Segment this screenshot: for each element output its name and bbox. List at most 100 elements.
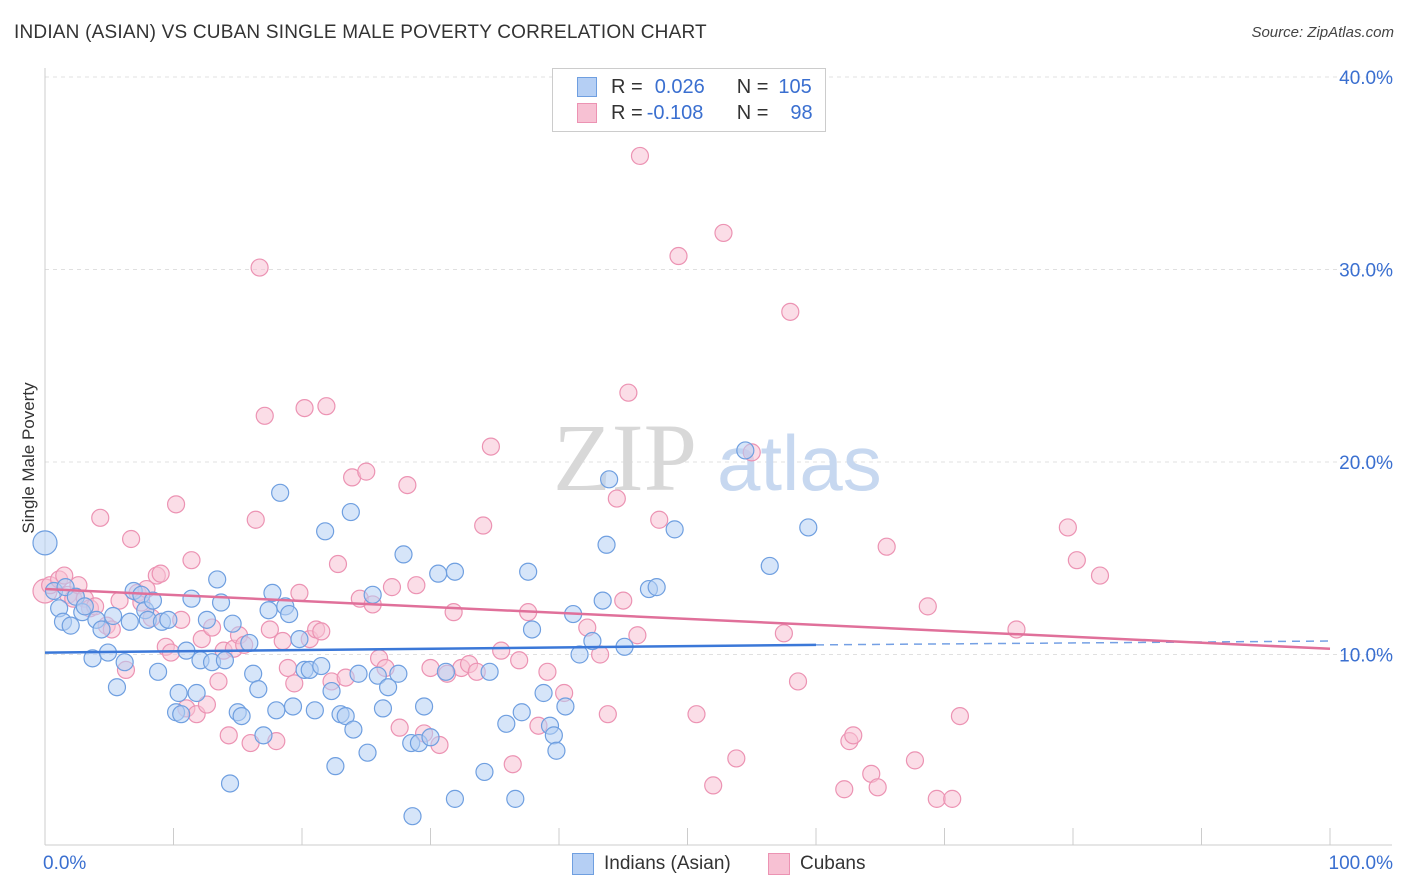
indian-point [799,518,818,537]
indians-points [32,441,818,826]
cuban-point [630,146,650,166]
cuban-point [1090,566,1110,585]
indian-point [556,697,575,716]
cuban-point [209,672,228,691]
indian-point [344,720,363,739]
indian-point [475,762,494,782]
indian-point [512,703,531,722]
indian-point [75,597,94,616]
indian-point [182,589,201,608]
indian-point [480,662,499,681]
cuban-point [250,258,269,277]
bottom-legend-label: Cubans [800,853,866,874]
gridlines [45,76,1392,655]
indian-point [280,604,299,624]
indian-point [341,502,360,522]
cuban-point [877,537,896,556]
indian-point [223,614,242,633]
cuban-point [669,246,688,266]
watermark: ZIP atlas [553,404,882,511]
cuban-point [421,658,440,678]
legend-n-value: 98 [790,101,813,124]
y-tick-label: 30.0% [1339,261,1393,282]
indian-point [215,651,234,670]
cuban-point [687,705,706,724]
bottom-legend-indians: Indians (Asian) [572,852,731,876]
indian-point [389,664,408,683]
indian-point [583,631,602,651]
indian-point [254,726,273,745]
cubans-trend-line [44,587,1331,650]
correlation-legend: R = 0.026 N = 105 R = -0.108 N = 98 [552,68,826,132]
indian-point [363,585,382,604]
indian-point [148,662,168,681]
indian-point [249,680,268,699]
cuban-point [444,603,463,622]
y-tick-label: 20.0% [1339,453,1393,474]
cuban-point [328,554,348,574]
indian-point [665,520,684,539]
cuban-point [317,397,336,416]
bottom-legend-cubans: Cubans [768,852,866,876]
x-tick-label: 0.0% [43,853,86,874]
indian-point [506,789,525,808]
indian-point [283,697,303,716]
indian-point [316,522,335,541]
cuban-point [598,705,617,724]
indian-point [104,606,123,626]
legend-swatch-pink [577,103,597,123]
indian-point [570,645,589,664]
y-tick-label: 10.0% [1339,646,1393,667]
cuban-point [619,383,638,402]
cuban-point [503,755,522,774]
indian-point [120,612,139,631]
cuban-point [273,631,292,651]
trend-lines [44,587,1331,654]
indian-point [187,683,206,703]
cuban-point [927,789,946,808]
cuban-point [844,726,863,745]
indian-point [267,701,286,720]
indian-point [263,583,282,603]
indian-point [172,705,191,724]
cuban-point [382,578,402,597]
indian-point [159,610,178,629]
indian-point [373,699,393,718]
legend-n-label: N = [736,101,769,124]
indian-point [445,562,465,581]
indian-point [760,556,779,576]
cuban-point [538,662,557,681]
cuban-point [285,674,304,693]
indians-trend-line [44,643,817,654]
indian-point [312,656,331,676]
cuban-point [727,749,746,768]
cuban-point [614,591,633,610]
cuban-point [290,583,309,603]
cuban-point [650,510,669,529]
indian-point [429,564,448,583]
indian-point [497,714,516,733]
cuban-point [295,399,314,418]
indian-point [271,483,290,502]
legend-n-label: N = [736,75,769,98]
cuban-point [219,726,238,745]
source-attribution: Source: ZipAtlas.com [1251,24,1394,41]
indian-point [600,470,619,489]
cuban-point [788,672,808,691]
axes [44,68,1392,846]
indian-point [736,441,755,460]
cuban-point [151,564,170,583]
indian-point [378,678,398,697]
cuban-point [390,718,409,737]
indian-point [259,601,278,620]
indian-point [244,664,263,683]
bottom-legend-label: Indians (Asian) [604,853,731,874]
cuban-point [197,695,217,714]
indian-point [326,757,345,776]
indians-trend-extension [815,640,1331,646]
indian-point [61,616,80,635]
indian-point [544,726,563,745]
indian-point [305,701,324,720]
cuban-point [121,529,141,549]
indian-point [349,664,368,683]
